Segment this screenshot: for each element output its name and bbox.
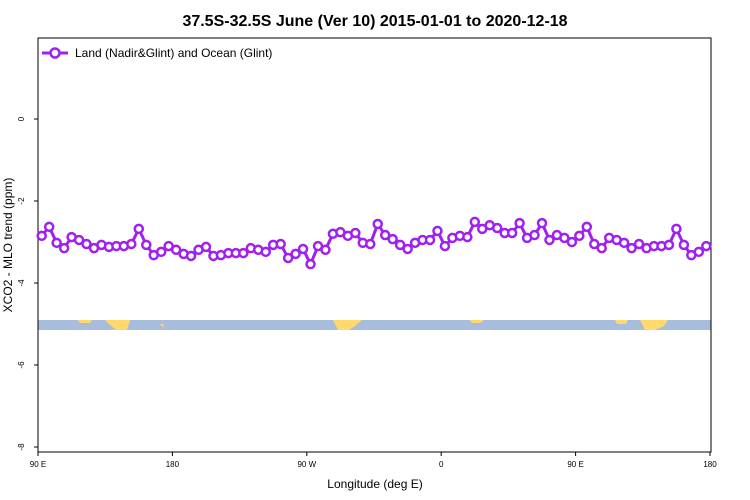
y-tick-label: -4 <box>17 279 26 287</box>
data-point <box>133 223 145 235</box>
y-tick-label: -6 <box>17 361 26 369</box>
legend: Land (Nadir&Glint) and Ocean (Glint) <box>42 46 272 60</box>
data-point <box>574 230 585 242</box>
y-tick-label: 0 <box>17 116 26 121</box>
data-point <box>290 248 301 260</box>
data-point <box>155 246 167 258</box>
x-axis: 90 E 180 90 W 0 90 E 180 <box>30 452 717 469</box>
data-point <box>73 234 85 246</box>
data-point <box>536 217 548 229</box>
map-strip <box>38 320 711 330</box>
data-point <box>506 227 518 239</box>
data-point <box>402 243 413 255</box>
data-point <box>432 225 443 237</box>
land-mass <box>78 320 92 323</box>
data-point <box>51 237 62 249</box>
land-mass <box>615 320 628 324</box>
x-tick-label: 180 <box>703 460 717 469</box>
data-point <box>424 234 436 246</box>
land-mass <box>640 320 668 330</box>
x-tick-label: 0 <box>439 460 444 469</box>
data-point <box>350 227 361 239</box>
y-tick-label: -2 <box>17 197 26 205</box>
series-group <box>36 216 712 270</box>
data-point <box>185 250 197 262</box>
x-axis-label: Longitude (deg E) <box>327 477 422 491</box>
data-point <box>387 233 398 245</box>
data-point <box>320 244 331 256</box>
data-point <box>36 230 47 242</box>
data-point <box>394 239 406 251</box>
y-axis: 0 -2 -4 -6 -8 <box>17 116 38 451</box>
data-point <box>200 241 212 253</box>
data-point <box>581 221 593 233</box>
data-point <box>170 244 182 256</box>
data-point <box>43 221 55 233</box>
y-tick-label: -8 <box>17 443 26 451</box>
data-point <box>469 216 481 228</box>
data-point <box>81 238 92 250</box>
data-point <box>491 222 503 234</box>
data-point <box>633 238 645 250</box>
chart-title: 37.5S-32.5S June (Ver 10) 2015-01-01 to … <box>182 13 567 30</box>
data-point <box>462 231 473 243</box>
data-point <box>126 238 137 250</box>
data-point <box>275 238 286 250</box>
data-point <box>566 236 578 248</box>
data-point <box>365 238 376 250</box>
data-point <box>58 242 70 254</box>
x-tick-label: 90 W <box>297 460 316 469</box>
data-point <box>596 242 607 254</box>
data-point <box>663 239 675 251</box>
data-point <box>514 217 525 229</box>
data-point <box>238 247 249 259</box>
land-mass <box>333 320 362 330</box>
legend-label: Land (Nadir&Glint) and Ocean (Glint) <box>75 46 272 60</box>
x-tick-label: 90 E <box>567 460 583 469</box>
data-point <box>305 258 316 270</box>
x-tick-label: 90 E <box>30 460 46 469</box>
legend-marker <box>49 47 61 59</box>
data-point <box>671 223 682 235</box>
y-axis-label: XCO2 - MLO trend (ppm) <box>1 178 15 313</box>
data-point <box>372 218 383 230</box>
data-point <box>693 246 705 258</box>
data-point <box>618 237 630 249</box>
land-mass <box>105 320 130 330</box>
data-point <box>701 240 712 252</box>
data-point <box>559 232 570 244</box>
data-point <box>282 252 294 264</box>
land-mass <box>160 324 164 328</box>
ocean-band <box>38 320 711 330</box>
land-mass <box>470 320 484 323</box>
data-point <box>297 243 309 255</box>
data-point <box>141 239 152 251</box>
data-point <box>544 234 555 246</box>
data-point <box>626 242 637 254</box>
data-point <box>529 229 540 241</box>
data-point <box>379 229 391 241</box>
data-point <box>439 240 451 252</box>
data-point <box>260 246 271 258</box>
data-point <box>678 239 690 251</box>
x-tick-label: 180 <box>166 460 180 469</box>
data-point <box>589 238 600 250</box>
